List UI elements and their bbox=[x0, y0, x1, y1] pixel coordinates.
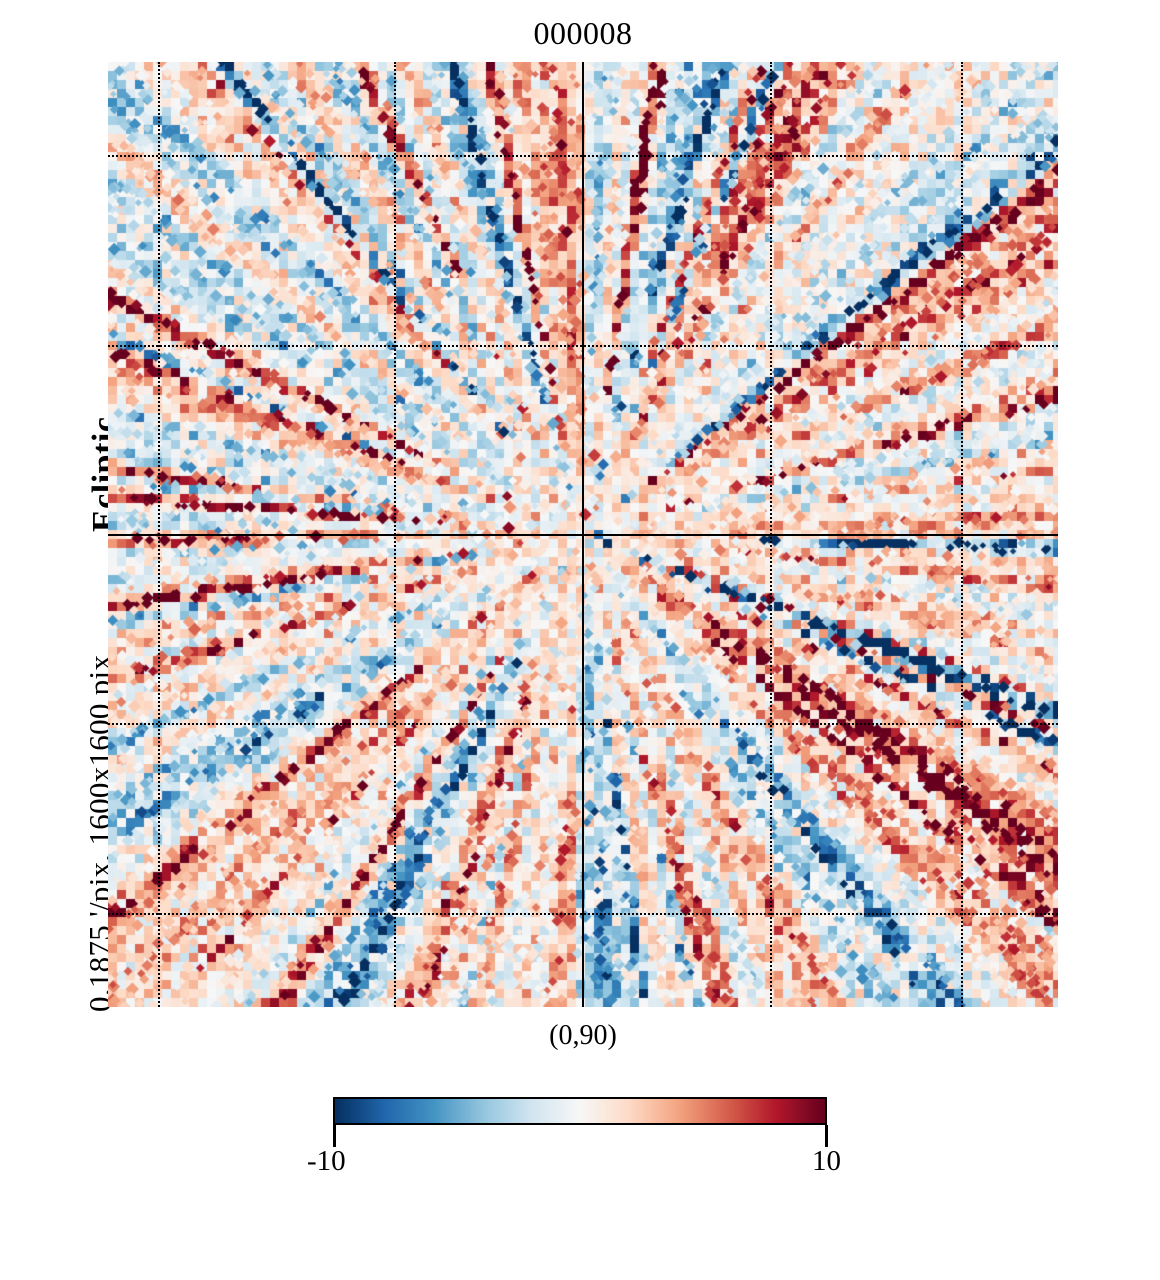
sky-map-plot[interactable] bbox=[108, 62, 1058, 1007]
colorbar[interactable] bbox=[333, 1097, 827, 1125]
sky-map-canvas bbox=[108, 62, 1058, 1007]
colorbar-tick-max bbox=[825, 1125, 828, 1147]
y-axis-label-group: Ecliptic 0.1875 '/pix, 1600x1600 pix bbox=[0, 62, 123, 1012]
page-title: 000008 bbox=[533, 15, 633, 51]
colorbar-label-min: -10 bbox=[307, 1145, 346, 1177]
colorbar-label-max: 10 bbox=[812, 1145, 841, 1177]
colorbar-gradient bbox=[335, 1099, 825, 1123]
x-axis-label: (0,90) bbox=[549, 1020, 617, 1051]
colorbar-tick-min bbox=[333, 1125, 336, 1147]
colorbar-group: -10 10 bbox=[0, 1090, 1160, 1190]
